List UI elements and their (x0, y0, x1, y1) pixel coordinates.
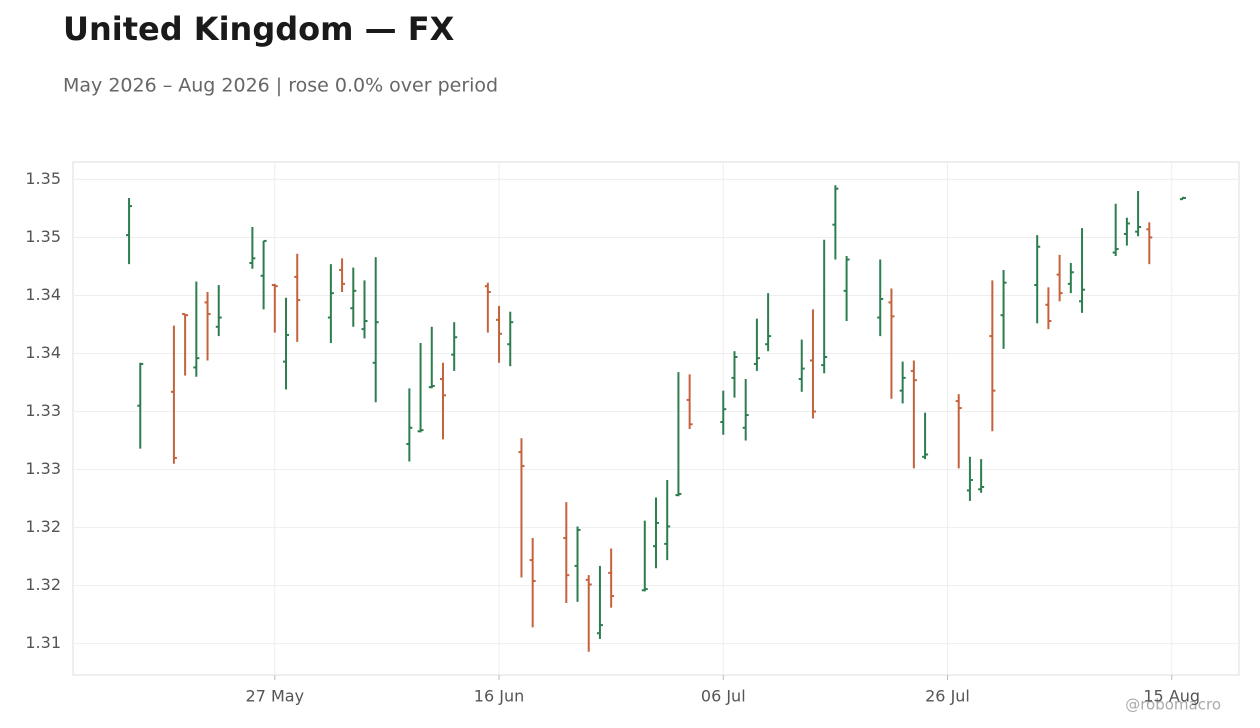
y-tick-label: 1.32 (25, 575, 61, 594)
chart-subtitle: May 2026 – Aug 2026 | rose 0.0% over per… (63, 75, 498, 97)
y-tick-label: 1.35 (25, 169, 61, 188)
chart-title: United Kingdom — FX (63, 10, 455, 48)
y-tick-label: 1.34 (25, 285, 61, 304)
watermark: @robomacro (1125, 696, 1221, 714)
y-tick-label: 1.33 (25, 459, 61, 478)
y-tick-label: 1.34 (25, 343, 61, 362)
x-tick-label: 15 Aug (1143, 687, 1200, 706)
y-tick-label: 1.33 (25, 401, 61, 420)
x-tick-label: 16 Jun (474, 687, 524, 706)
y-tick-label: 1.35 (25, 227, 61, 246)
plot-frame (72, 161, 1240, 676)
x-tick-label: 27 May (246, 687, 305, 706)
x-tick-label: 06 Jul (701, 687, 746, 706)
y-tick-label: 1.31 (25, 633, 61, 652)
x-tick-label: 26 Jul (925, 687, 970, 706)
y-tick-label: 1.32 (25, 517, 61, 536)
